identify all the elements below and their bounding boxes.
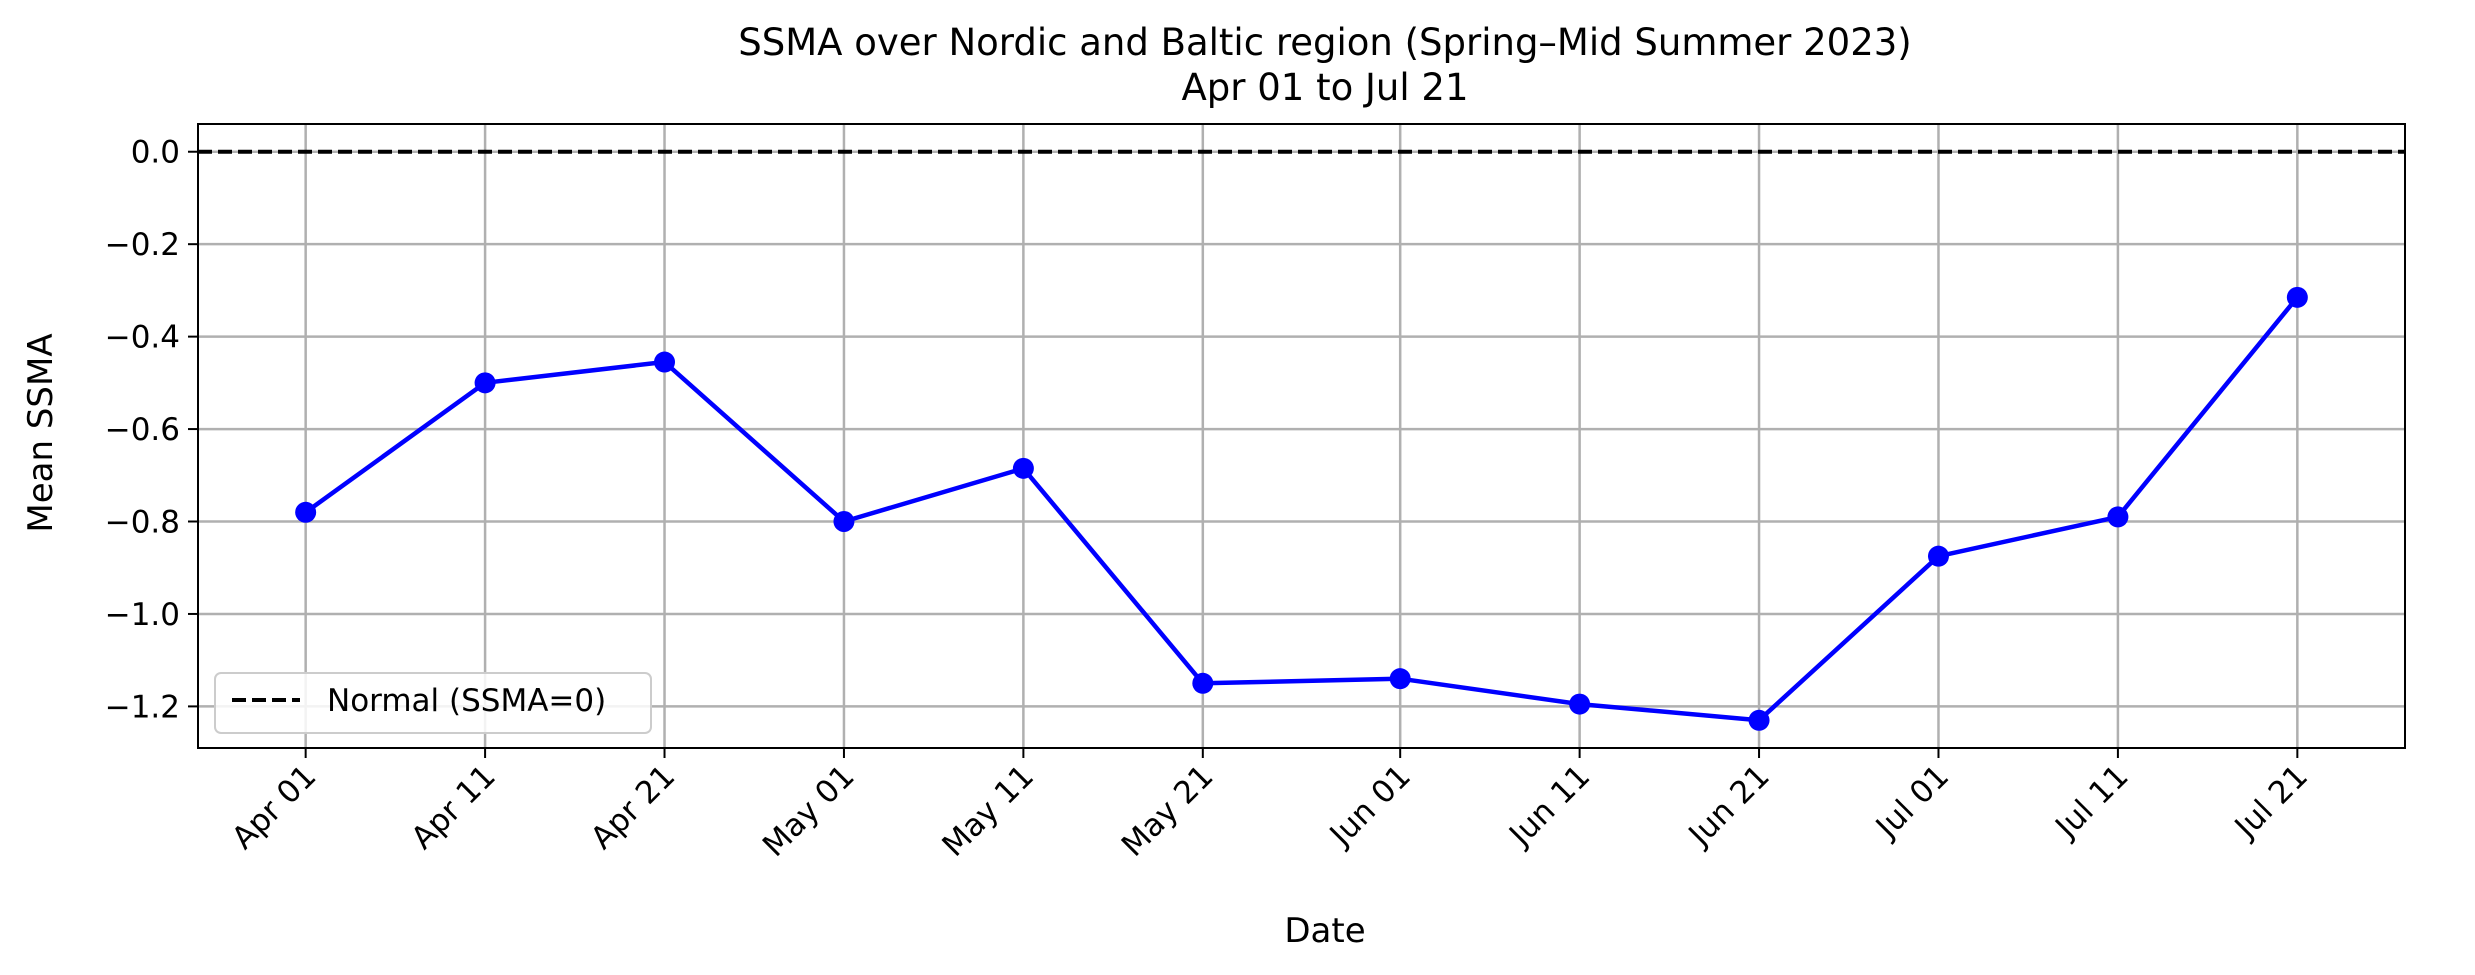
data-point bbox=[1927, 545, 1949, 567]
y-axis: 0.0 −0.2 −0.4 −0.6 −0.8 −1.0 −1.2 bbox=[105, 135, 198, 725]
chart-title: SSMA over Nordic and Baltic region (Spri… bbox=[738, 21, 1912, 64]
y-tick-label: −0.6 bbox=[105, 412, 180, 448]
y-tick-label: 0.0 bbox=[131, 135, 180, 171]
series-layer bbox=[295, 286, 2308, 731]
data-point bbox=[1012, 457, 1034, 479]
data-point bbox=[2107, 506, 2129, 528]
data-point bbox=[1569, 693, 1591, 715]
y-tick-label: −0.8 bbox=[105, 505, 180, 541]
data-point bbox=[474, 372, 496, 394]
legend-box bbox=[214, 672, 652, 734]
y-tick-label: −1.2 bbox=[105, 689, 180, 725]
data-point bbox=[1748, 709, 1770, 731]
y-axis-label: Mean SSMA bbox=[21, 333, 61, 532]
data-point bbox=[2286, 286, 2308, 308]
data-point bbox=[295, 501, 317, 523]
grid-lines bbox=[198, 124, 2405, 748]
legend-label-normal: Normal (SSMA=0) bbox=[327, 683, 606, 719]
plot-area-frame bbox=[197, 123, 2406, 749]
data-point bbox=[1192, 672, 1214, 694]
legend: Normal (SSMA=0) bbox=[214, 672, 652, 734]
data-point bbox=[1389, 668, 1411, 690]
y-tick-label: −0.2 bbox=[105, 227, 180, 263]
y-tick-label: −1.0 bbox=[105, 597, 180, 633]
data-point bbox=[654, 351, 676, 373]
y-tick-label: −0.4 bbox=[105, 320, 180, 356]
data-point bbox=[833, 511, 855, 533]
series-line bbox=[304, 295, 2300, 723]
x-axis-label: Date bbox=[1284, 911, 1365, 951]
chart-subtitle: Apr 01 to Jul 21 bbox=[1181, 66, 1468, 109]
